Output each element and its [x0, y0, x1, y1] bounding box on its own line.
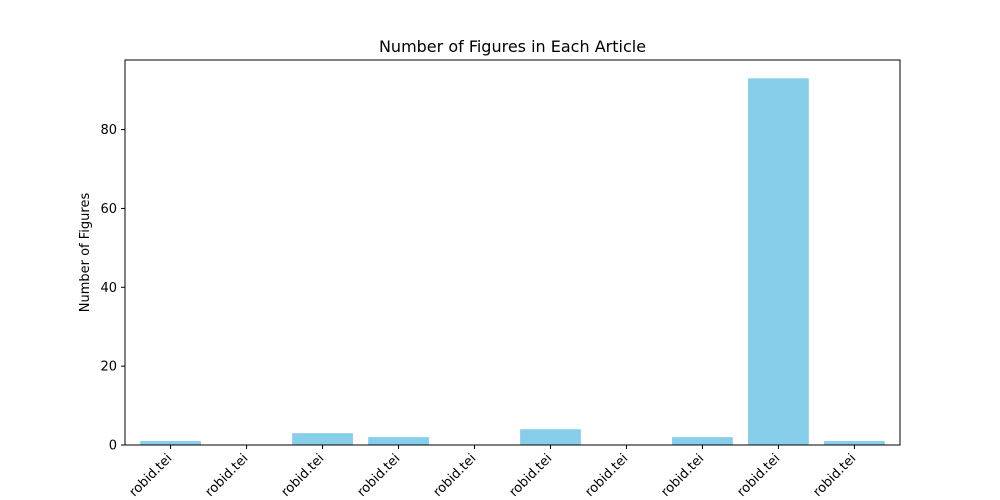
x-tick-label: robid.tei	[810, 451, 859, 500]
x-tick-label: robid.tei	[127, 451, 176, 500]
y-axis: 0 20 40 60 80	[100, 123, 125, 454]
chart-title: Number of Figures in Each Article	[379, 37, 646, 56]
bar-7	[672, 437, 733, 445]
x-tick-label: robid.tei	[279, 451, 328, 500]
bar-8	[748, 78, 809, 445]
x-axis: robid.tei robid.tei robid.tei robid.tei robi…	[127, 445, 859, 500]
y-tick-label: 60	[100, 202, 117, 217]
bar-2	[292, 433, 353, 445]
bar-9	[824, 441, 885, 445]
x-tick-label: robid.tei	[355, 451, 404, 500]
x-tick-label: robid.tei	[203, 451, 252, 500]
y-tick-label: 0	[109, 439, 117, 454]
plot-area	[124, 59, 901, 446]
y-axis-label: Number of Figures	[78, 193, 93, 313]
x-tick-label: robid.tei	[659, 451, 708, 500]
bar-0	[140, 441, 201, 445]
bar-5	[520, 429, 581, 445]
x-tick-label: robid.tei	[734, 451, 783, 500]
plot-frame	[124, 59, 901, 446]
bars-group	[140, 78, 885, 445]
x-tick-label: robid.tei	[431, 451, 480, 500]
y-tick-label: 20	[100, 360, 117, 375]
y-tick-label: 40	[100, 281, 117, 296]
bar-3	[368, 437, 429, 445]
x-tick-label: robid.tei	[583, 451, 632, 500]
x-tick-label: robid.tei	[507, 451, 556, 500]
y-tick-label: 80	[100, 123, 117, 138]
